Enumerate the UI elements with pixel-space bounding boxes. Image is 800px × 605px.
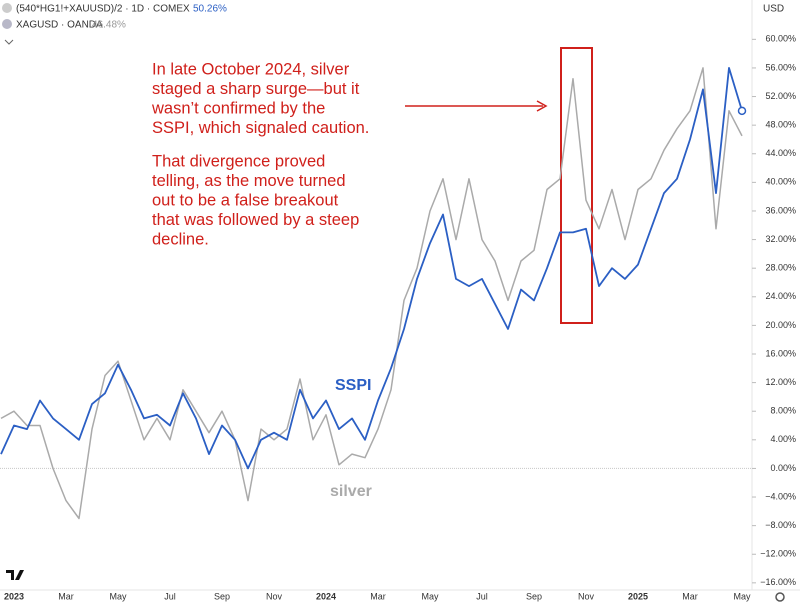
x-tick-label: May [109, 591, 127, 601]
y-tick-label: −16.00% [760, 577, 796, 587]
x-tick-label: 2025 [628, 591, 648, 601]
symbol-title: (540*HG1!+XAUUSD)/2 · 1D · COMEX [16, 4, 190, 15]
compare-icon [2, 19, 12, 29]
y-tick-label: 8.00% [770, 406, 796, 416]
y-tick-label: −4.00% [765, 491, 796, 501]
series-line [0, 67, 743, 470]
x-tick-label: May [421, 591, 439, 601]
y-tick-label: −8.00% [765, 520, 796, 530]
x-tick-label: Sep [526, 591, 542, 601]
y-tick-label: 28.00% [765, 263, 796, 273]
y-tick-label: 32.00% [765, 234, 796, 244]
annotation-line: telling, as the move turned [152, 172, 346, 190]
y-tick-label: 4.00% [770, 434, 796, 444]
collapse-icon[interactable] [4, 39, 14, 45]
y-tick-label: 12.00% [765, 377, 796, 387]
annotation-line: staged a sharp surge—but it [152, 80, 360, 98]
series-line [0, 67, 743, 520]
series-label: SSPI [335, 377, 371, 394]
y-tick-label: 0.00% [770, 463, 796, 473]
x-tick-label: 2023 [4, 591, 24, 601]
y-tick-label: 40.00% [765, 177, 796, 187]
y-tick-label: −12.00% [760, 549, 796, 559]
annotation-line: wasn’t confirmed by the [151, 99, 325, 117]
y-tick-label: 60.00% [765, 34, 796, 44]
y-tick-label: 16.00% [765, 348, 796, 358]
symbol-icon [2, 3, 12, 13]
x-tick-label: Mar [370, 591, 386, 601]
y-tick-label: 36.00% [765, 205, 796, 215]
currency: USD [763, 4, 784, 15]
y-tick-label: 20.00% [765, 320, 796, 330]
compare-title: XAGUSD · OANDA [16, 20, 103, 31]
arrow-head [536, 100, 548, 112]
y-tick-label: 44.00% [765, 148, 796, 158]
annotation-line: In late October 2024, silver [152, 60, 350, 78]
annotation-line: That divergence proved [152, 152, 325, 170]
x-tick-label: Jul [476, 591, 488, 601]
compare-value: 46.48% [92, 20, 126, 31]
symbol-value: 50.26% [193, 4, 227, 15]
settings-icon[interactable] [775, 592, 785, 602]
y-tick-label: 52.00% [765, 91, 796, 101]
series-label: silver [330, 483, 372, 500]
logo [6, 570, 24, 580]
y-tick-label: 56.00% [765, 62, 796, 72]
x-tick-label: Sep [214, 591, 230, 601]
end-marker [737, 106, 747, 116]
x-tick-label: Mar [58, 591, 74, 601]
x-tick-label: Nov [578, 591, 595, 601]
x-tick-label: Mar [682, 591, 698, 601]
price-axis [752, 0, 800, 605]
annotation-line: decline. [152, 230, 209, 248]
highlight-box [560, 47, 593, 324]
annotation-line: out to be a false breakout [152, 191, 339, 209]
x-tick-label: May [733, 591, 751, 601]
y-tick-label: 48.00% [765, 120, 796, 130]
annotation-line: that was followed by a steep [152, 211, 359, 229]
x-tick-label: Nov [266, 591, 283, 601]
annotation-line: SSPI, which signaled caution. [152, 119, 369, 137]
x-tick-label: 2024 [316, 591, 336, 601]
x-tick-label: Jul [164, 591, 176, 601]
y-tick-label: 24.00% [765, 291, 796, 301]
